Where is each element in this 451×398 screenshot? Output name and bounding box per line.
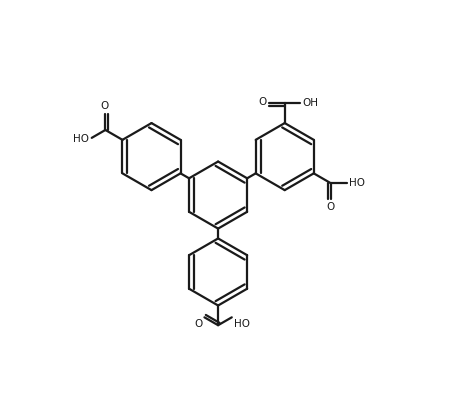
Text: HO: HO [73,134,89,144]
Text: O: O [100,101,109,111]
Text: O: O [194,319,202,329]
Text: O: O [259,98,267,107]
Text: OH: OH [303,98,318,108]
Text: O: O [327,202,335,212]
Text: HO: HO [349,178,364,188]
Text: HO: HO [234,319,250,329]
